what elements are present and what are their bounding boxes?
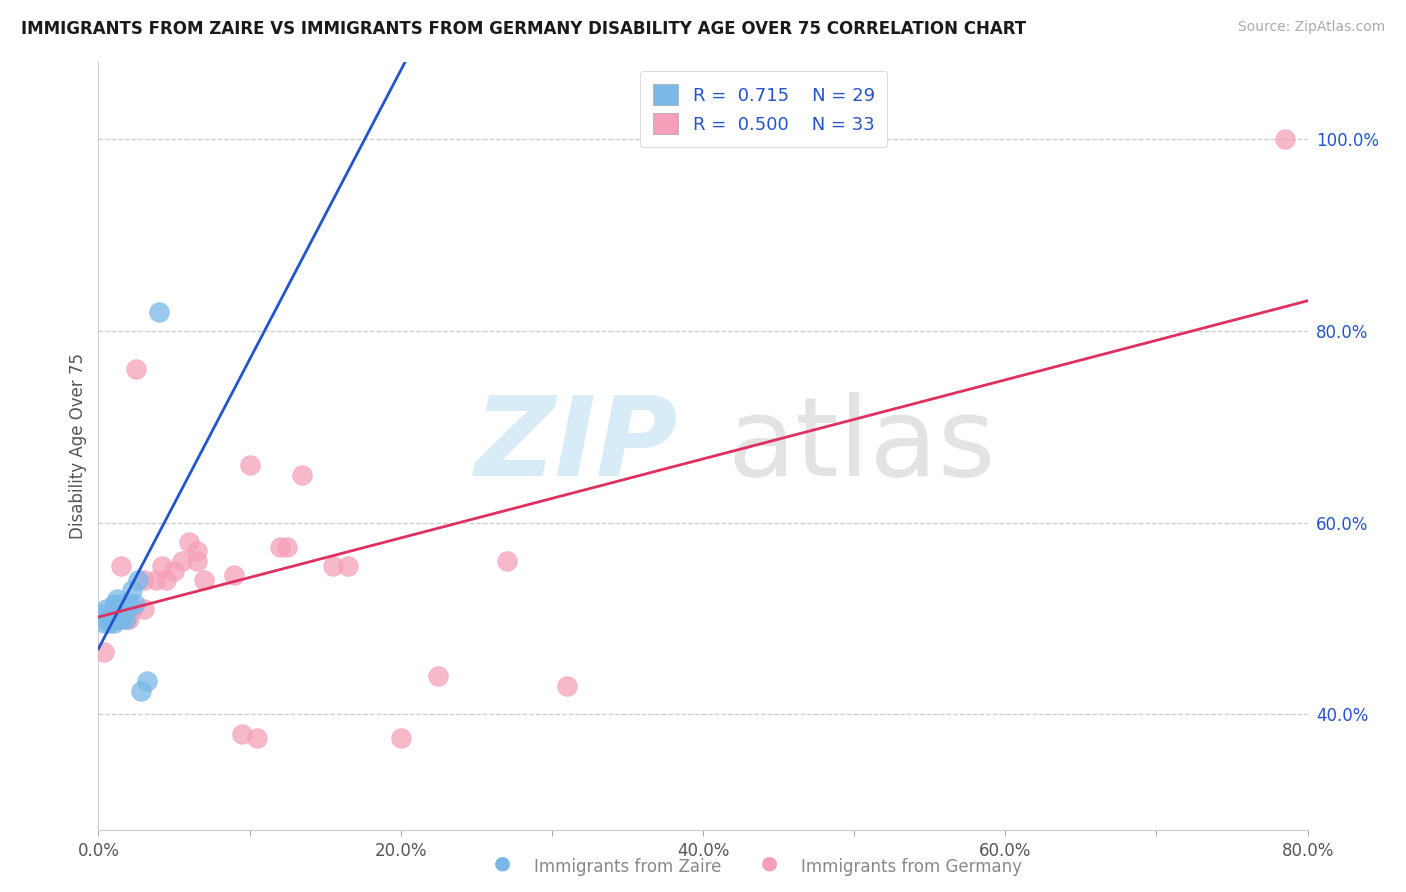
Point — [114, 612, 136, 626]
Point — [105, 592, 128, 607]
Point — [125, 362, 148, 376]
Point — [93, 616, 115, 631]
Point — [269, 540, 291, 554]
Point — [246, 731, 269, 746]
Point — [129, 683, 152, 698]
Text: ●: ● — [761, 854, 778, 872]
Legend: R =  0.715    N = 29, R =  0.500    N = 33: R = 0.715 N = 29, R = 0.500 N = 33 — [640, 71, 887, 146]
Point — [145, 574, 167, 588]
Point — [110, 597, 132, 611]
Point — [105, 607, 128, 621]
Point — [186, 544, 208, 558]
Point — [124, 597, 146, 611]
Point — [108, 602, 131, 616]
Point — [100, 612, 122, 626]
Point — [93, 645, 115, 659]
Point — [118, 597, 141, 611]
Point — [291, 467, 314, 482]
Point — [90, 607, 112, 621]
Text: atlas: atlas — [727, 392, 995, 500]
Point — [94, 602, 117, 616]
Point — [224, 568, 246, 582]
Point — [495, 554, 517, 568]
Point — [150, 558, 173, 573]
Point — [112, 602, 135, 616]
Point — [103, 612, 125, 626]
Point — [100, 607, 122, 621]
Point — [231, 727, 253, 741]
Point — [336, 558, 359, 573]
Point — [118, 612, 141, 626]
Point — [148, 305, 170, 319]
Point — [132, 574, 155, 588]
Point — [155, 574, 177, 588]
Point — [110, 558, 132, 573]
Point — [427, 669, 450, 683]
Point — [163, 564, 186, 578]
Point — [101, 612, 124, 626]
Point — [105, 602, 128, 616]
Point — [1274, 132, 1296, 146]
Text: Source: ZipAtlas.com: Source: ZipAtlas.com — [1237, 20, 1385, 34]
Text: Immigrants from Zaire: Immigrants from Zaire — [534, 858, 721, 876]
Point — [121, 582, 143, 597]
Point — [103, 612, 125, 626]
Point — [114, 602, 136, 616]
Point — [98, 616, 121, 631]
Text: IMMIGRANTS FROM ZAIRE VS IMMIGRANTS FROM GERMANY DISABILITY AGE OVER 75 CORRELAT: IMMIGRANTS FROM ZAIRE VS IMMIGRANTS FROM… — [21, 20, 1026, 37]
Point — [276, 540, 298, 554]
Point — [389, 731, 412, 746]
Point — [114, 612, 136, 626]
Point — [121, 602, 143, 616]
Point — [186, 554, 208, 568]
Point — [103, 616, 125, 631]
Point — [132, 602, 155, 616]
Text: ●: ● — [494, 854, 510, 872]
Point — [127, 574, 149, 588]
Point — [322, 558, 344, 573]
Point — [555, 679, 578, 693]
Point — [170, 554, 193, 568]
Point — [179, 535, 201, 549]
Point — [107, 612, 129, 626]
Point — [103, 597, 125, 611]
Point — [103, 602, 125, 616]
Point — [111, 607, 134, 621]
Point — [193, 574, 215, 588]
Point — [110, 612, 132, 626]
Text: ZIP: ZIP — [475, 392, 679, 500]
Point — [135, 673, 157, 688]
Point — [94, 612, 117, 626]
Text: Immigrants from Germany: Immigrants from Germany — [801, 858, 1022, 876]
Y-axis label: Disability Age Over 75: Disability Age Over 75 — [69, 353, 87, 539]
Point — [239, 458, 262, 473]
